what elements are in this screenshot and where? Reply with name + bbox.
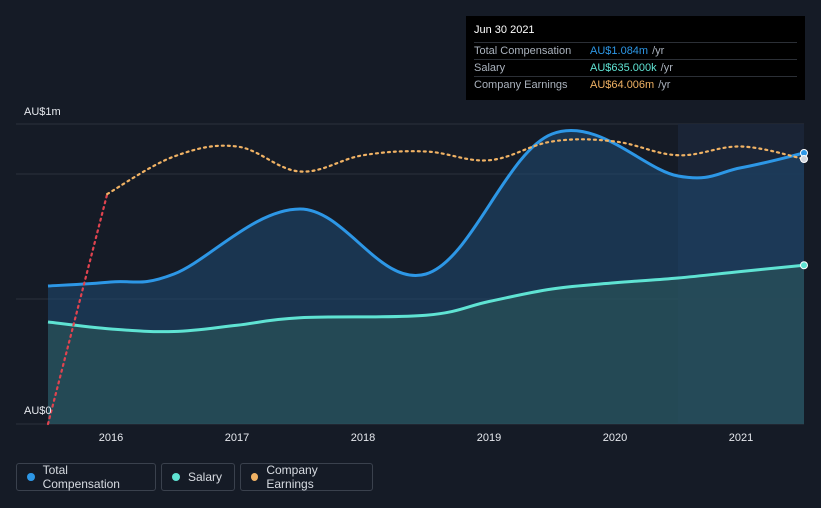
line-company-earnings [106,138,806,196]
line-total-compensation [47,128,805,288]
tooltip-panel: Jun 30 2021 Total Compensation AU$1.084m… [466,16,805,100]
x-tick-label: 2020 [603,432,627,444]
legend-dot-icon [251,473,259,481]
legend-item-total-compensation[interactable]: Total Compensation [16,463,156,491]
tooltip-row-total-compensation: Total Compensation AU$1.084m /yr [474,42,797,59]
tooltip-label: Salary [474,62,506,74]
area-salary [48,265,804,424]
tooltip-row-company-earnings: Company Earnings AU$64.006m /yr [474,76,797,93]
tooltip-row-salary: Salary AU$635.000k /yr [474,59,797,76]
legend-item-company-earnings[interactable]: Company Earnings [240,463,373,491]
line-salary [47,263,805,334]
x-tick-label: 2021 [729,432,753,444]
legend-item-salary[interactable]: Salary [161,463,235,491]
tooltip-value: AU$64.006m [590,79,655,91]
tooltip-label: Company Earnings [474,79,568,91]
tooltip-date: Jun 30 2021 [474,24,535,36]
y-axis-label-top: AU$1m [24,106,61,118]
tooltip-value: AU$1.084m [590,45,649,57]
x-tick-label: 2016 [99,432,123,444]
series-end-markers [800,149,808,270]
x-tick-label: 2018 [351,432,375,444]
legend-dot-icon [172,473,180,481]
end-marker-company-earnings [800,155,808,163]
legend: Total Compensation Salary Company Earnin… [16,463,373,491]
x-tick-label: 2019 [477,432,501,444]
x-tick-label: 2017 [225,432,249,444]
series-areas [48,130,804,425]
tooltip-unit: /yr [652,45,665,57]
end-marker-salary [800,261,808,270]
legend-label: Salary [187,470,222,484]
tooltip-value: AU$635.000k [590,62,657,74]
series-lines [46,128,806,426]
tooltip-label: Total Compensation [474,45,572,57]
legend-label: Company Earnings [266,463,318,491]
tooltip-unit: /yr [660,62,673,74]
legend-label: Total Compensation [42,463,120,491]
line-company-earnings-negative [46,192,109,426]
tooltip-unit: /yr [658,79,671,91]
x-axis-ticks: 2016 2017 2018 2019 2020 2021 [99,432,753,444]
legend-dot-icon [27,473,35,481]
y-axis-label-bottom: AU$0 [24,405,52,417]
